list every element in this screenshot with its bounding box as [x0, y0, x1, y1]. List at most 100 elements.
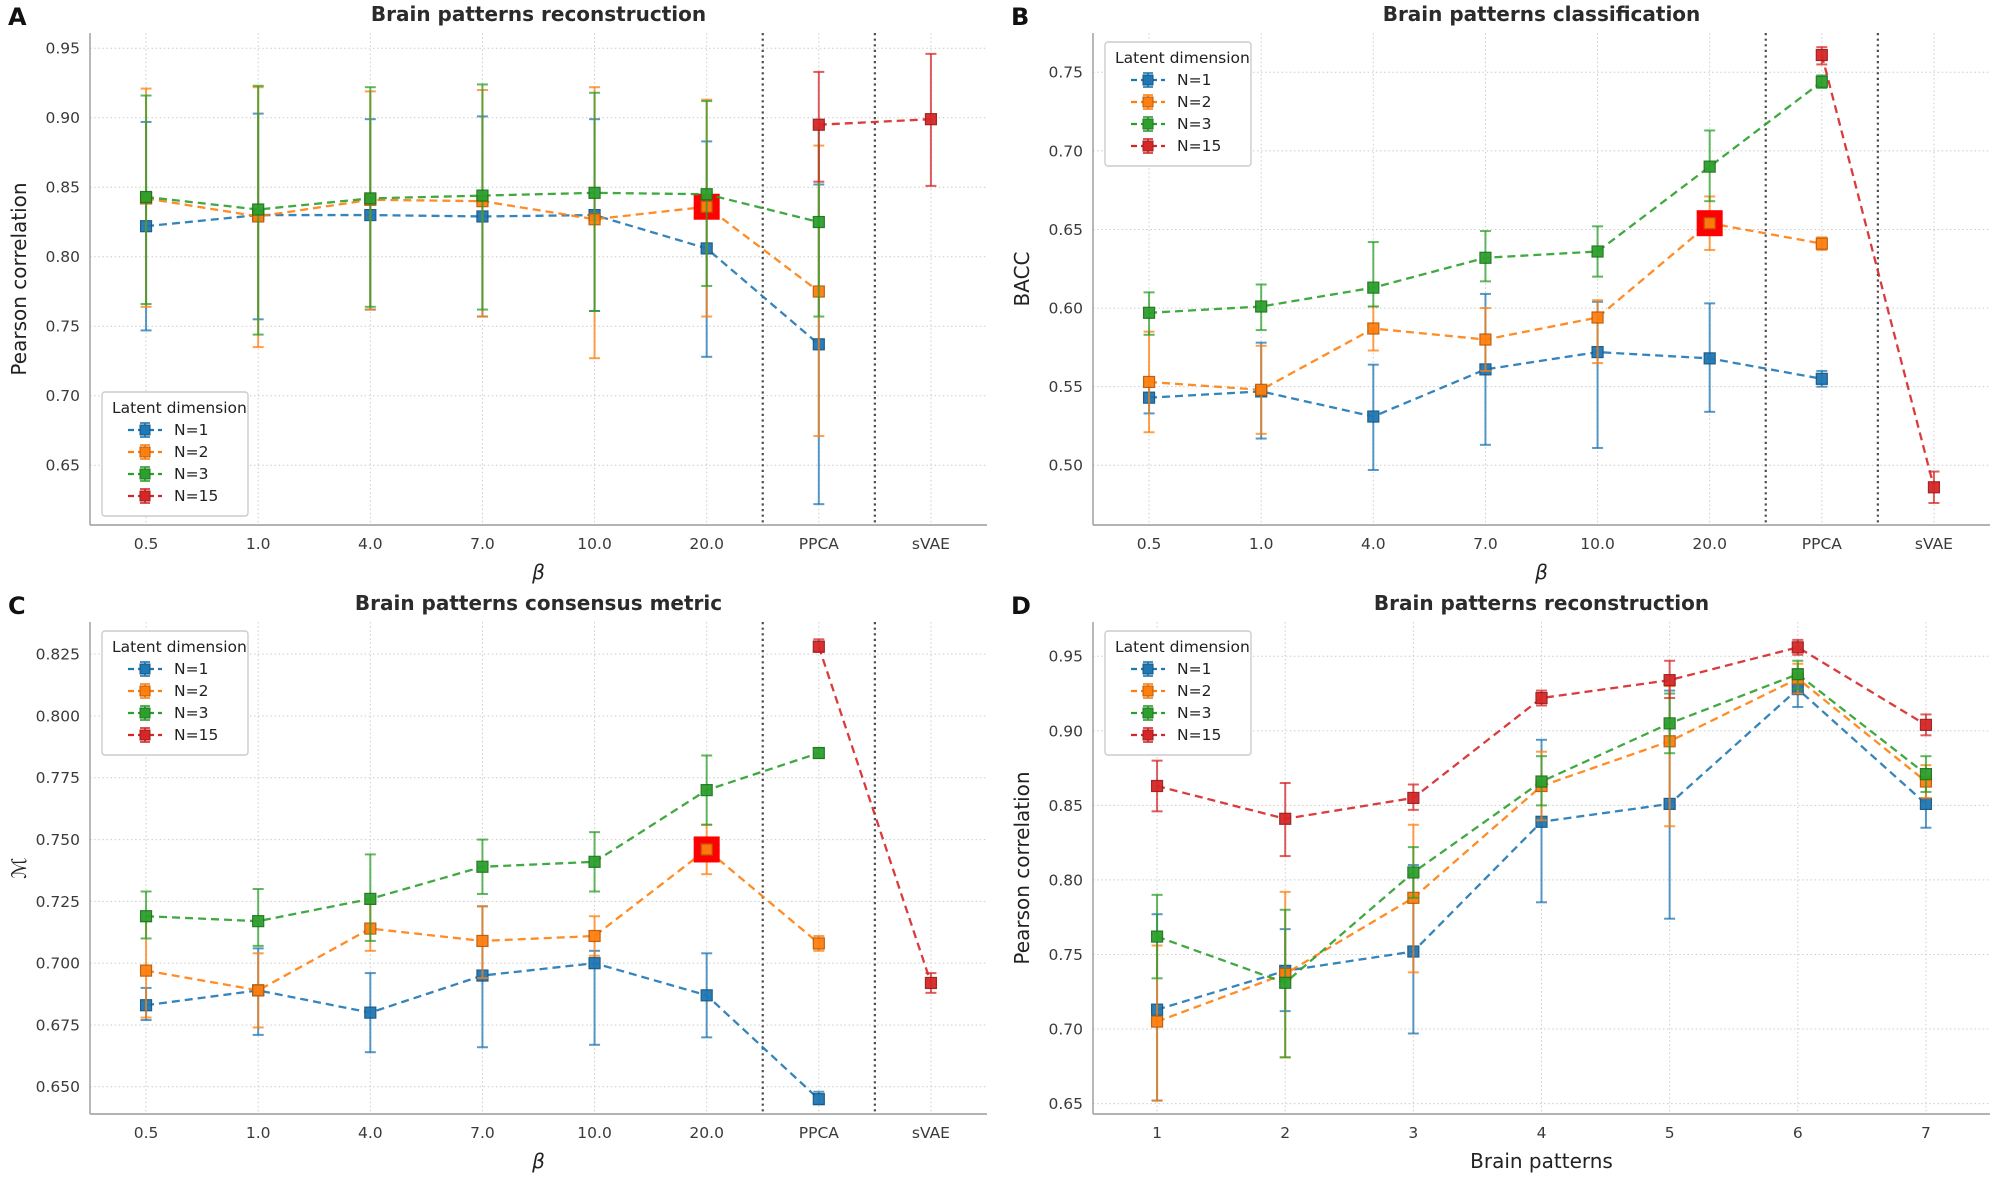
- legend-glyph-marker: [1142, 729, 1154, 741]
- legend-entry-label: N=3: [174, 465, 208, 483]
- y-tick-label: 0.90: [45, 109, 80, 127]
- x-tick-label: 7.0: [470, 1124, 495, 1142]
- y-tick-label: 0.775: [36, 769, 80, 787]
- x-tick-label: 4: [1537, 1124, 1547, 1142]
- x-tick-label: 7: [1921, 1124, 1931, 1142]
- x-tick-label: 1.0: [1249, 535, 1274, 553]
- data-point: [1535, 691, 1548, 705]
- legend-glyph-marker: [1142, 140, 1154, 152]
- x-tick-label: 1.0: [246, 535, 271, 553]
- data-point: [1703, 352, 1716, 365]
- panel-B-chart: 0.50 0.55 0.60 0.65 0.70 0.75 0.5 1.0 4.0 7.0 10.0…: [1010, 2, 1990, 584]
- legend-entry-label: N=2: [174, 682, 208, 700]
- data-point: [1815, 48, 1828, 62]
- legend: Latent dimension N=1 N=2 N=3 N=15: [1104, 630, 1252, 756]
- x-tick-label: sVAE: [912, 1124, 950, 1142]
- panel-letter: B: [1011, 3, 1029, 31]
- data-point: [1255, 383, 1268, 396]
- data-point: [924, 976, 938, 990]
- y-tick-label: 0.80: [1048, 871, 1083, 889]
- x-tick-label: sVAE: [1915, 535, 1953, 553]
- data-point: [588, 855, 601, 868]
- series-line: [817, 646, 933, 984]
- data-point: [364, 892, 377, 906]
- panel-C: 0.650 0.675 0.700 0.725 0.750 0.775 0.800 0.825…: [0, 589, 1003, 1178]
- x-tick-label: 1.0: [246, 1124, 271, 1142]
- legend: Latent dimension N=1 N=2 N=3 N=15: [1104, 41, 1252, 167]
- x-tick-label: 4.0: [358, 535, 383, 553]
- data-point: [1255, 300, 1268, 313]
- legend-glyph-marker: [1142, 118, 1154, 130]
- y-tick-label: 0.80: [45, 248, 80, 266]
- x-tick-label: 0.5: [134, 535, 159, 553]
- y-tick-label: 0.70: [45, 387, 80, 405]
- y-tick-label: 0.90: [1048, 722, 1083, 740]
- legend-glyph-marker: [1142, 74, 1154, 86]
- series-N=3: [139, 746, 825, 947]
- legend-entry-label: N=15: [174, 487, 218, 505]
- legend-title: Latent dimension: [112, 638, 247, 656]
- legend: Latent dimension N=1 N=2 N=3 N=15: [101, 391, 249, 517]
- y-tick-label: 0.70: [1048, 1020, 1083, 1038]
- data-point: [1367, 322, 1380, 335]
- data-point: [139, 910, 153, 923]
- data-point: [364, 192, 377, 205]
- y-tick-label: 0.800: [36, 707, 80, 725]
- data-point: [139, 190, 153, 204]
- x-tick-label: 7.0: [470, 535, 495, 553]
- data-point: [1663, 674, 1676, 687]
- legend-glyph-marker: [139, 729, 151, 741]
- legend-entry-label: N=3: [174, 704, 208, 722]
- data-point: [588, 186, 601, 199]
- y-tick-label: 0.85: [1048, 797, 1083, 815]
- legend-glyph-marker: [139, 424, 151, 436]
- legend-entry-label: N=2: [1177, 93, 1211, 111]
- data-point: [812, 1093, 825, 1106]
- legend-entry-label: N=1: [1177, 71, 1211, 89]
- data-point: [1703, 217, 1716, 230]
- x-axis-label: Brain patterns: [1470, 1149, 1613, 1173]
- y-tick-label: 0.95: [45, 40, 80, 58]
- legend: Latent dimension N=1 N=2 N=3 N=15: [101, 630, 249, 756]
- legend-title: Latent dimension: [112, 399, 247, 417]
- legend-entry-label: N=2: [174, 443, 208, 461]
- data-point: [476, 189, 489, 202]
- panel-letter: C: [8, 592, 26, 620]
- legend-glyph-marker: [1142, 685, 1154, 697]
- data-point: [924, 113, 938, 126]
- legend-entry-label: N=1: [1177, 660, 1211, 678]
- data-point: [1407, 866, 1420, 879]
- y-tick-label: 0.50: [1048, 457, 1083, 475]
- y-axis-label: ℳ: [7, 857, 31, 878]
- x-tick-label: 10.0: [577, 1124, 612, 1142]
- panel-title: Brain patterns reconstruction: [371, 2, 706, 26]
- legend-entry-label: N=1: [174, 660, 208, 678]
- data-point: [1815, 75, 1828, 88]
- data-point: [1150, 1015, 1164, 1028]
- x-tick-label: 0.5: [1137, 535, 1162, 553]
- data-point: [1479, 333, 1492, 346]
- y-tick-label: 0.750: [36, 831, 80, 849]
- data-point: [1663, 717, 1676, 730]
- panel-title: Brain patterns consensus metric: [355, 591, 722, 615]
- data-point: [812, 215, 825, 229]
- data-point: [1407, 791, 1420, 805]
- data-point: [1142, 375, 1156, 389]
- data-point: [476, 934, 489, 948]
- x-tick-label: 3: [1408, 1124, 1418, 1142]
- panel-A: 0.65 0.70 0.75 0.80 0.85 0.90 0.95 0.5 1.0 4.0 7.0…: [0, 0, 1003, 589]
- data-point: [1591, 311, 1604, 324]
- data-point: [139, 964, 153, 977]
- panel-B: 0.50 0.55 0.60 0.65 0.70 0.75 0.5 1.0 4.0 7.0 10.0…: [1003, 0, 2006, 589]
- x-tick-label: sVAE: [912, 535, 950, 553]
- data-point: [812, 640, 825, 653]
- data-point: [1279, 812, 1292, 825]
- x-tick-label: PPCA: [799, 535, 840, 553]
- data-point: [1142, 306, 1156, 319]
- legend-glyph-marker: [139, 490, 151, 502]
- y-tick-label: 0.60: [1048, 300, 1083, 318]
- series-N=1: [1150, 668, 1933, 1102]
- data-point: [812, 118, 825, 131]
- data-point: [588, 957, 601, 970]
